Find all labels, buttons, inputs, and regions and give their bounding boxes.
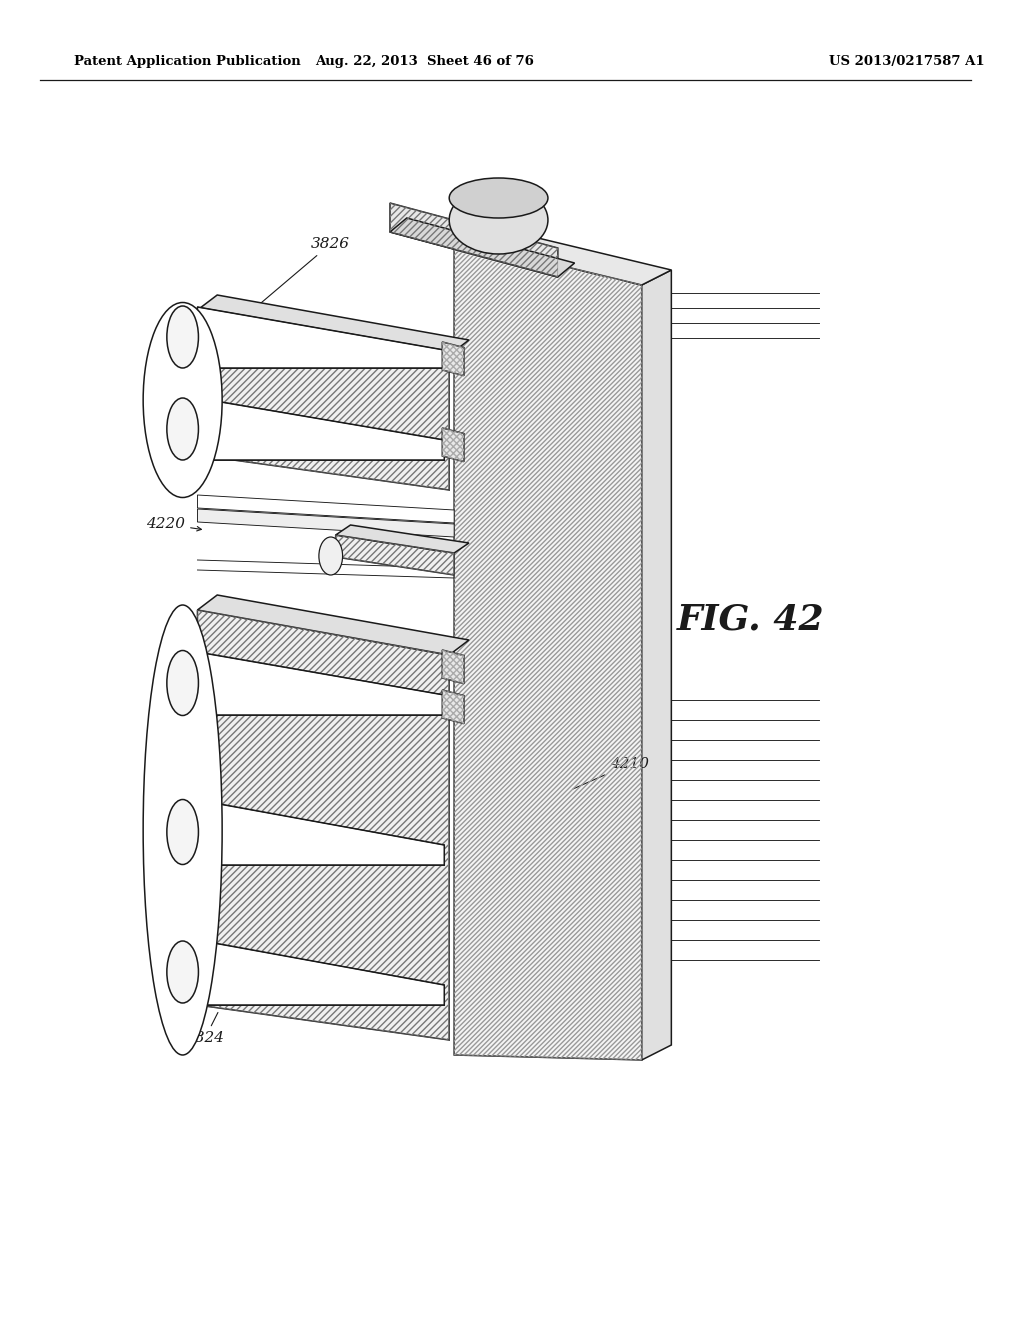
Ellipse shape [450,186,548,253]
Polygon shape [442,690,464,723]
Ellipse shape [318,537,343,576]
Polygon shape [390,203,558,277]
Polygon shape [198,595,469,655]
Polygon shape [390,218,574,277]
Polygon shape [198,308,444,368]
Polygon shape [198,800,444,865]
Polygon shape [198,940,444,1005]
Polygon shape [198,495,455,523]
Polygon shape [642,271,672,1060]
Text: Patent Application Publication: Patent Application Publication [74,55,301,69]
Text: FIG. 42: FIG. 42 [677,603,824,638]
Polygon shape [455,224,672,285]
Text: 3826: 3826 [249,238,350,313]
Polygon shape [198,610,450,1040]
Ellipse shape [143,605,222,1055]
Text: 3824: 3824 [185,1012,224,1045]
Ellipse shape [167,399,199,459]
Polygon shape [336,525,469,553]
Polygon shape [336,535,455,576]
Ellipse shape [167,941,199,1003]
Polygon shape [442,428,464,462]
Text: Aug. 22, 2013  Sheet 46 of 76: Aug. 22, 2013 Sheet 46 of 76 [315,55,534,69]
Ellipse shape [167,651,199,715]
Polygon shape [198,510,455,537]
Polygon shape [198,652,444,715]
Polygon shape [455,240,642,1060]
Polygon shape [198,399,444,459]
Ellipse shape [167,306,199,368]
Polygon shape [442,649,464,684]
Polygon shape [442,342,464,376]
Polygon shape [198,310,450,490]
Ellipse shape [450,178,548,218]
Text: US 2013/0217587 A1: US 2013/0217587 A1 [829,55,985,69]
Text: 4210: 4210 [573,756,649,789]
Text: 4212: 4212 [353,544,412,561]
Text: 4220: 4220 [146,517,202,531]
Ellipse shape [167,800,199,865]
Ellipse shape [143,302,222,498]
Polygon shape [198,294,469,355]
